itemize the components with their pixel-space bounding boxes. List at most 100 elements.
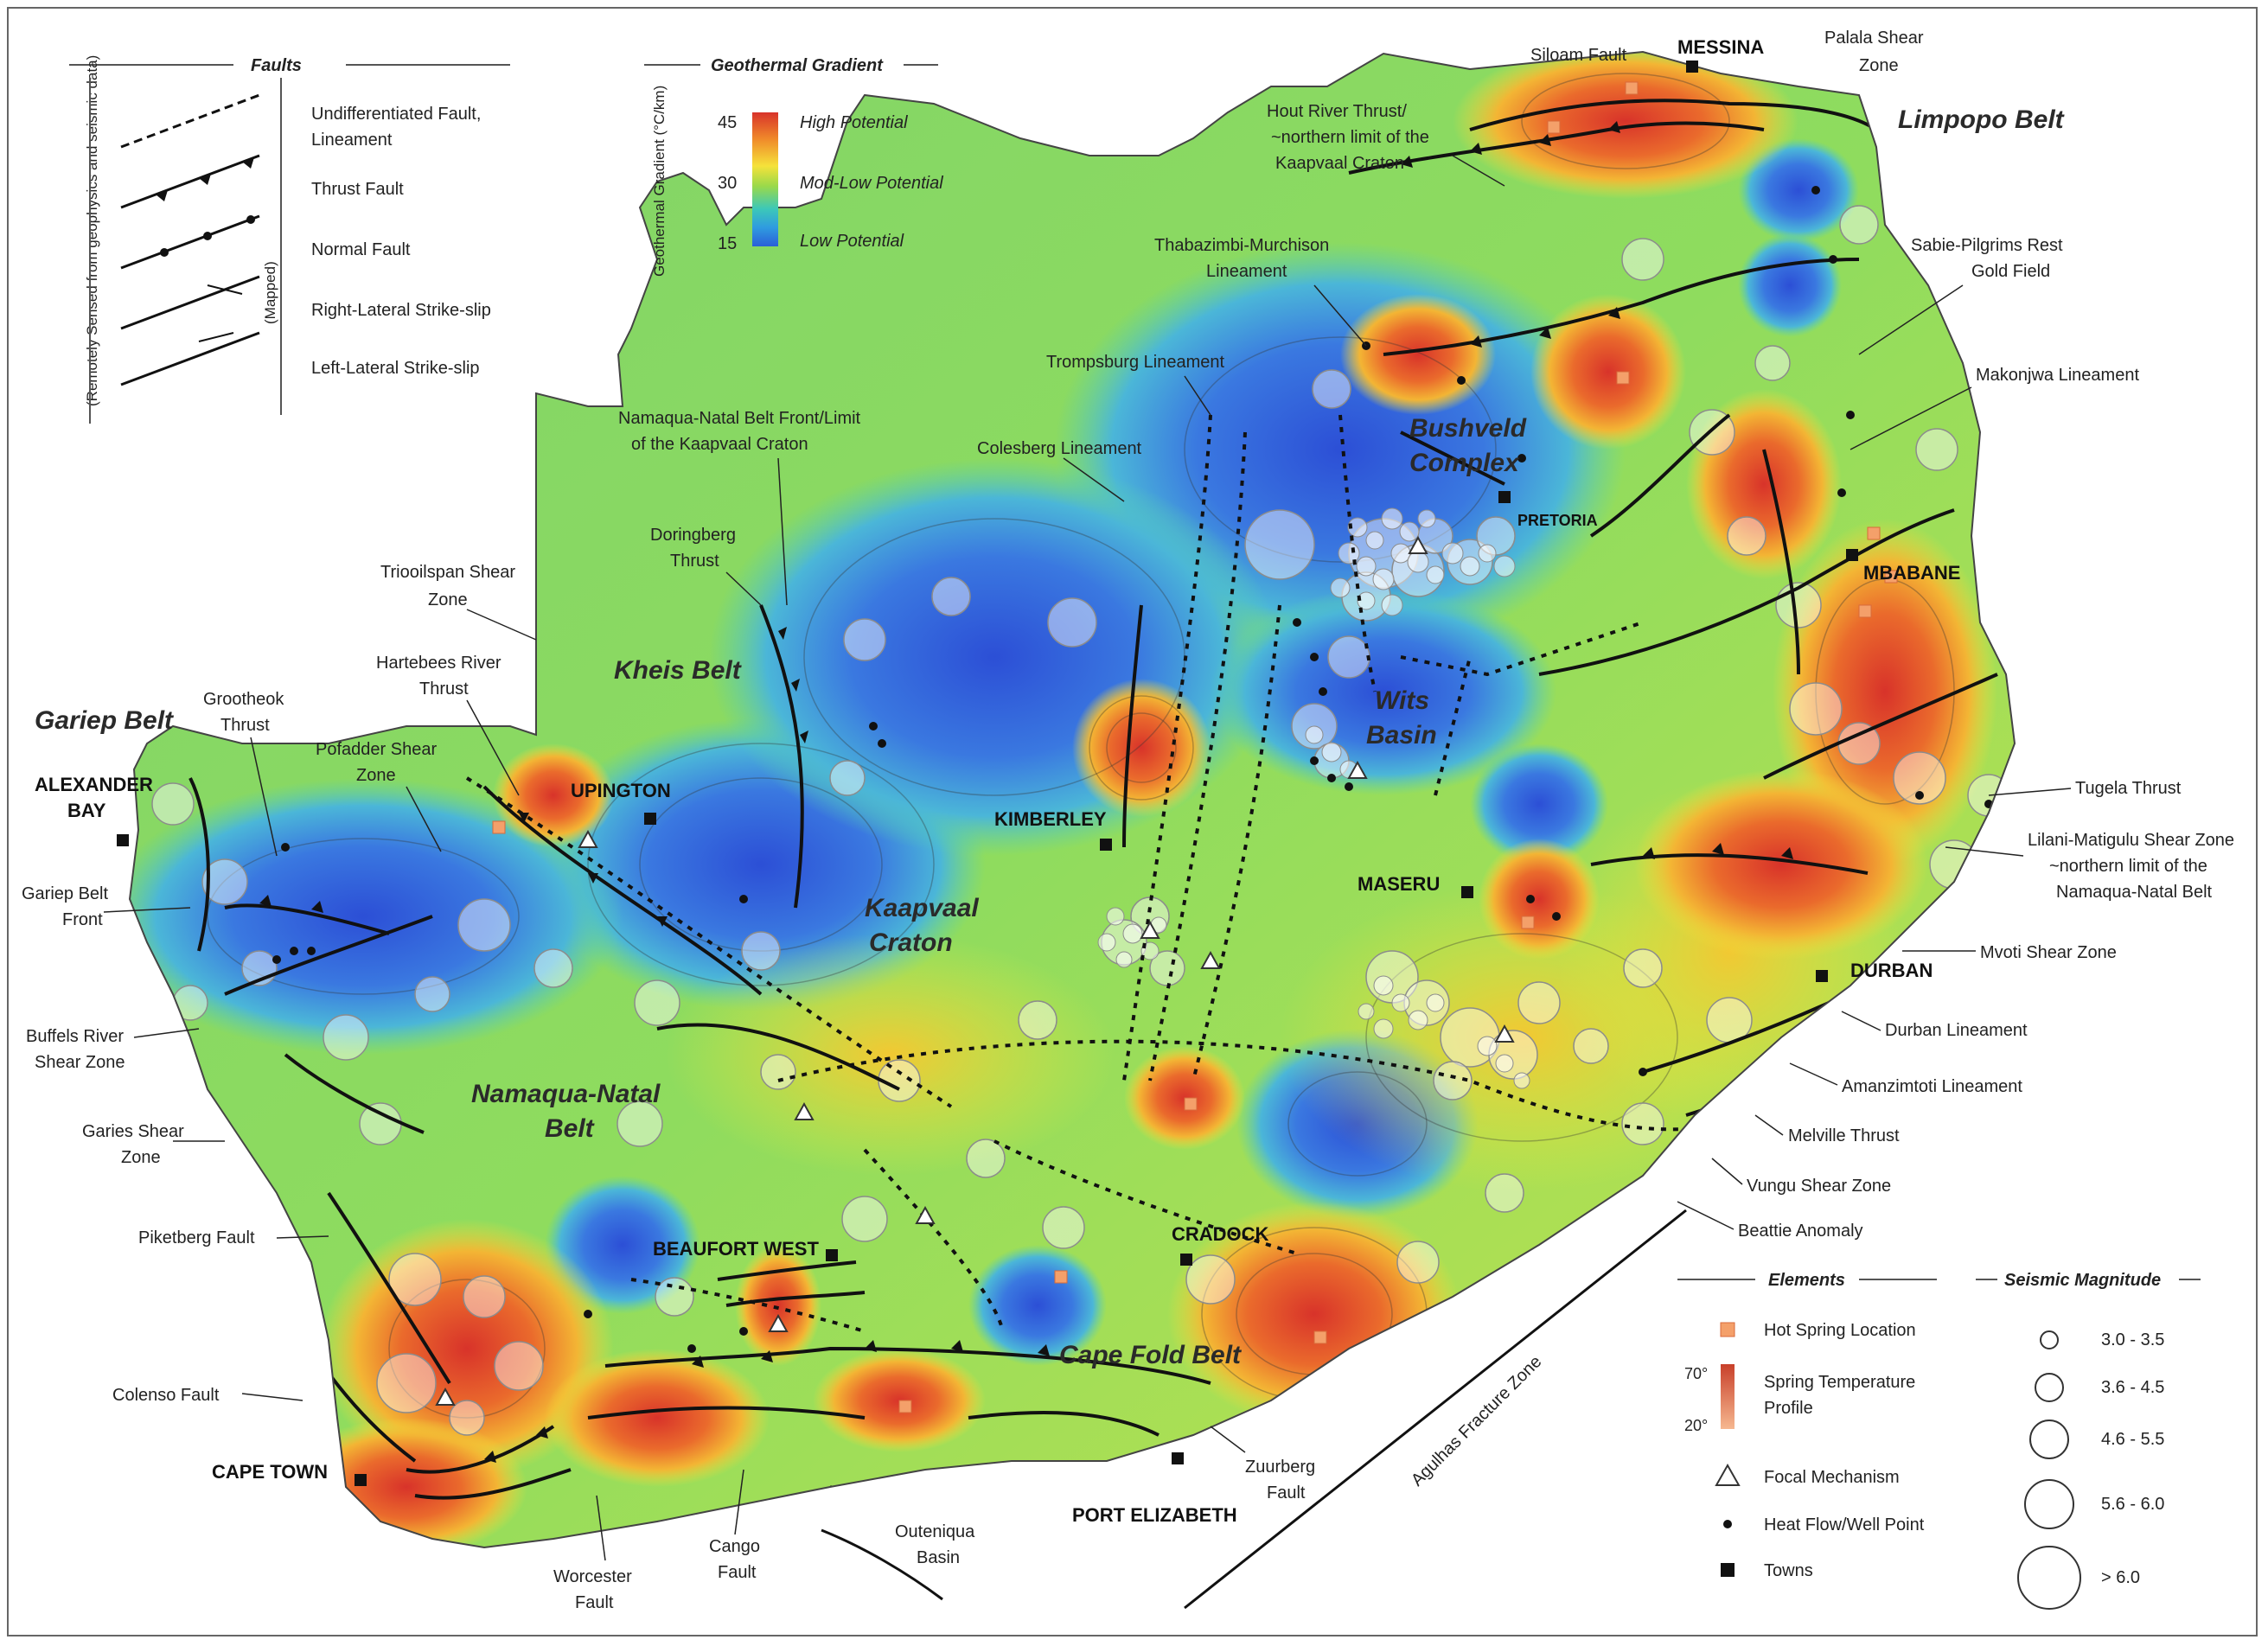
label-buffels-2: Shear Zone bbox=[35, 1053, 125, 1072]
town-messina: MESSINA bbox=[1677, 36, 1764, 58]
label-grootheok-2: Thrust bbox=[220, 716, 270, 735]
town-beaufort-west: BEAUFORT WEST bbox=[653, 1238, 819, 1260]
gradient-color-bar bbox=[752, 112, 778, 246]
town-cradock: CRADOCK bbox=[1172, 1223, 1269, 1245]
legend-gradient-low: Low Potential bbox=[800, 232, 904, 251]
legend-temp-high: 70° bbox=[1684, 1365, 1708, 1382]
legend-faults-remote-note: (Remotely Sensed from geophysics and sei… bbox=[84, 55, 100, 406]
legend-seismic-item-1: 3.0 - 3.5 bbox=[2101, 1330, 2164, 1349]
label-pofadder-2: Zone bbox=[356, 766, 396, 785]
legend-temp-label-2: Profile bbox=[1764, 1399, 1813, 1418]
town-kimberley: KIMBERLEY bbox=[994, 808, 1107, 830]
label-cango-2: Fault bbox=[718, 1563, 757, 1582]
town-maseru: MASERU bbox=[1358, 873, 1440, 895]
town-cape-town: CAPE TOWN bbox=[212, 1461, 328, 1483]
label-colenso: Colenso Fault bbox=[112, 1386, 220, 1405]
label-mvoti: Mvoti Shear Zone bbox=[1980, 943, 2117, 962]
legend-elements: Elements Hot Spring Location 70° 20° Spr… bbox=[1677, 1271, 1937, 1580]
label-zuurberg-1: Zuurberg bbox=[1245, 1458, 1315, 1477]
label-outeniqua-2: Basin bbox=[917, 1548, 960, 1567]
town-upington: UPINGTON bbox=[571, 780, 671, 801]
town-markers bbox=[117, 61, 1858, 1486]
label-palala-1: Palala Shear bbox=[1824, 29, 1924, 48]
region-wits-2: Basin bbox=[1366, 721, 1437, 750]
label-garies-2: Zone bbox=[121, 1148, 161, 1167]
label-trooilapspan-1: Triooilspan Shear bbox=[380, 563, 515, 582]
region-namaqua-2: Belt bbox=[545, 1114, 596, 1143]
legend-gradient-mod: Mod-Low Potential bbox=[800, 174, 943, 193]
legend-hot-spring: Hot Spring Location bbox=[1764, 1321, 1916, 1340]
leader-lines bbox=[103, 155, 2072, 1561]
label-namaqua-front-2: of the Kaapvaal Craton bbox=[631, 435, 808, 454]
town-labels: MESSINA PRETORIA MBABANE UPINGTON ALEXAN… bbox=[35, 36, 1960, 1526]
region-kheis: Kheis Belt bbox=[614, 656, 743, 685]
legend-temp-label-1: Spring Temperature bbox=[1764, 1373, 1915, 1392]
legend-fault-item-5: Left-Lateral Strike-slip bbox=[311, 359, 480, 378]
label-hout-1: Hout River Thrust/ bbox=[1267, 102, 1407, 121]
legend-fault-item-3: Normal Fault bbox=[311, 240, 411, 259]
legend-gradient-tick-30: 30 bbox=[718, 174, 737, 193]
legend-elements-title: Elements bbox=[1768, 1271, 1845, 1290]
label-hout-3: Kaapvaal Craton bbox=[1275, 154, 1404, 173]
legend-gradient-tick-15: 15 bbox=[718, 234, 737, 253]
legend-gradient-high: High Potential bbox=[800, 113, 908, 132]
label-vungu: Vungu Shear Zone bbox=[1747, 1177, 1891, 1196]
region-limpopo: Limpopo Belt bbox=[1898, 105, 2066, 134]
label-worcester-1: Worcester bbox=[553, 1567, 632, 1586]
region-kaapvaal-1: Kaapvaal bbox=[865, 894, 979, 922]
legend-fault-item-4: Right-Lateral Strike-slip bbox=[311, 301, 491, 320]
label-sabie-1: Sabie-Pilgrims Rest bbox=[1911, 236, 2063, 255]
label-thabazimbi-1: Thabazimbi-Murchison bbox=[1154, 236, 1329, 255]
legend-gradient-title: Geothermal Gradient bbox=[711, 56, 884, 75]
label-outeniqua-1: Outeniqua bbox=[895, 1522, 975, 1541]
label-lilani-2: ~northern limit of the bbox=[2049, 857, 2207, 876]
label-doringberg-2: Thrust bbox=[670, 552, 719, 571]
label-gariep-front-2: Front bbox=[62, 910, 103, 929]
focal-mechanisms bbox=[435, 535, 1515, 1406]
label-pofadder-1: Pofadder Shear bbox=[316, 740, 437, 759]
town-durban: DURBAN bbox=[1850, 960, 1933, 981]
label-thabazimbi-2: Lineament bbox=[1206, 262, 1287, 281]
legend-fault-item-1b: Lineament bbox=[311, 131, 393, 150]
label-agulhas: Agulhas Fracture Zone bbox=[1408, 1352, 1545, 1490]
legend-hot-spring-swatch bbox=[1720, 1322, 1735, 1337]
legend-focal: Focal Mechanism bbox=[1764, 1468, 1900, 1487]
label-piketberg: Piketberg Fault bbox=[138, 1228, 255, 1247]
legend-heat-flow-swatch bbox=[1723, 1520, 1732, 1528]
region-namaqua-1: Namaqua-Natal bbox=[471, 1080, 661, 1108]
label-worcester-2: Fault bbox=[575, 1593, 614, 1612]
legend-seismic-title: Seismic Magnitude bbox=[2004, 1271, 2161, 1290]
label-amanzimtoti: Amanzimtoti Lineament bbox=[1842, 1077, 2022, 1096]
fault-lines bbox=[188, 99, 1998, 1547]
label-lilani-3: Namaqua-Natal Belt bbox=[2056, 883, 2213, 902]
label-sabie-2: Gold Field bbox=[1971, 262, 2050, 281]
label-palala-2: Zone bbox=[1859, 56, 1899, 75]
legend-focal-swatch bbox=[1715, 1463, 1741, 1486]
legend-fault-item-2: Thrust Fault bbox=[311, 180, 404, 199]
label-garies-1: Garies Shear bbox=[82, 1122, 184, 1141]
label-doringberg-1: Doringberg bbox=[650, 526, 736, 545]
label-trompsburg: Trompsburg Lineament bbox=[1046, 353, 1224, 372]
town-alexander-bay-1: ALEXANDER bbox=[35, 774, 153, 795]
region-bushveld-1: Bushveld bbox=[1409, 414, 1527, 443]
town-mbabane: MBABANE bbox=[1863, 562, 1960, 584]
label-cango-1: Cango bbox=[709, 1537, 760, 1556]
region-labels: Limpopo Belt Bushveld Complex Wits Basin… bbox=[35, 105, 2066, 1369]
label-lilani-1: Lilani-Matigulu Shear Zone bbox=[2028, 831, 2234, 850]
legend-seismic-item-5: > 6.0 bbox=[2101, 1568, 2140, 1587]
seismic-events bbox=[151, 205, 2010, 1436]
legend-towns-swatch bbox=[1721, 1563, 1735, 1577]
outeniqua-basin-line bbox=[821, 1528, 943, 1601]
legend-faults-mapped-note: (Mapped) bbox=[262, 261, 278, 324]
label-grootheok-1: Grootheok bbox=[203, 690, 284, 709]
label-gariep-front-1: Gariep Belt bbox=[22, 884, 108, 903]
lineaments-inferred bbox=[465, 414, 1730, 1333]
legend-temp-low: 20° bbox=[1684, 1417, 1708, 1434]
legend-spring-temp-bar bbox=[1721, 1364, 1735, 1429]
legend-fault-item-1a: Undifferentiated Fault, bbox=[311, 105, 481, 124]
legend-faults: Faults (Remotely Sensed from geophysics … bbox=[69, 55, 510, 424]
hot-springs bbox=[492, 81, 1898, 1413]
label-zuurberg-2: Fault bbox=[1267, 1483, 1306, 1502]
legend-gradient-tick-45: 45 bbox=[718, 113, 737, 132]
